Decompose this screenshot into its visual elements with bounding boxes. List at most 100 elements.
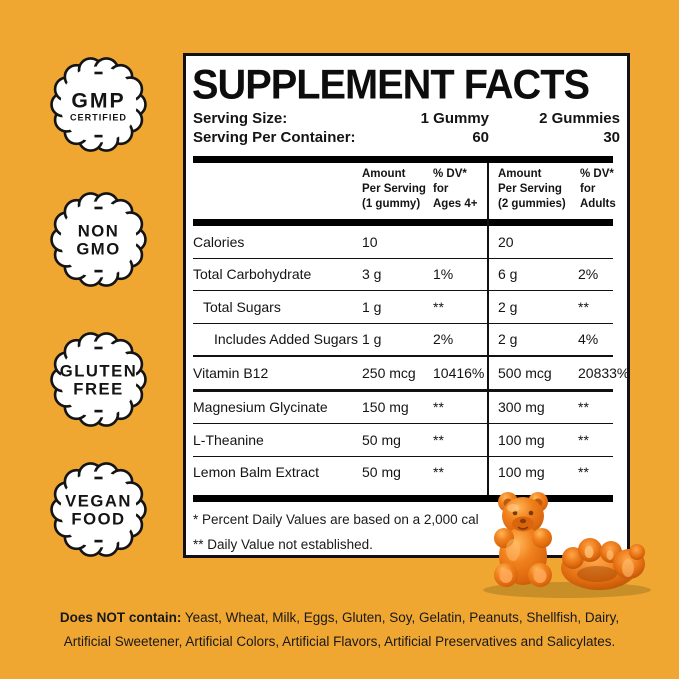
table-row: Calories 10 20 [193, 226, 613, 259]
col4-line3: Adults [580, 198, 616, 210]
supplement-facts-panel: SUPPLEMENT FACTS Serving Size: 1 Gummy 2… [183, 53, 630, 558]
serving-size-row: Serving Size: 1 Gummy 2 Gummies [193, 110, 620, 127]
facts-table: Calories 10 20 Total Carbohydrate 3 g 1%… [193, 226, 629, 489]
row-amount2: 20 [498, 233, 514, 250]
badge-vegan-line2: FOOD [71, 510, 125, 529]
row-name: Includes Added Sugars [214, 331, 358, 348]
disclaimer: Does NOT contain: Yeast, Wheat, Milk, Eg… [18, 606, 661, 654]
row-dv1: ** [433, 464, 444, 481]
thick-rule-header [193, 219, 613, 226]
row-amount2: 100 mg [498, 431, 545, 448]
row-amount2: 2 g [498, 331, 518, 348]
disclaimer-line2: Artificial Sweetener, Artificial Colors,… [63, 634, 616, 649]
standing-gummy-bear [494, 492, 552, 587]
row-name: Vitamin B12 [193, 364, 269, 381]
badge-gluten-line1: GLUTEN [60, 361, 138, 380]
row-name: Total Sugars [203, 298, 281, 315]
servings-col1: 60 [472, 129, 489, 146]
servings-label: Serving Per Container: [193, 129, 356, 146]
thick-rule-top [193, 156, 613, 163]
badge-nongmo-line1: NON [78, 221, 120, 240]
lying-gummy-bear [561, 538, 645, 590]
badge-non-gmo: NON GMO [50, 192, 147, 287]
row-dv2: ** [578, 464, 589, 481]
row-dv2: 2% [578, 266, 599, 283]
badge-gmp-certified: GMP CERTIFIED [50, 57, 147, 152]
row-amount1: 50 mg [362, 431, 401, 448]
panel-title: SUPPLEMENT FACTS [192, 62, 590, 109]
col3-line3: (2 gummies) [498, 198, 566, 210]
row-dv2: ** [578, 298, 589, 315]
row-amount1: 150 mg [362, 399, 409, 416]
column-header-amount-2: Amount Per Serving (2 gummies) [498, 167, 566, 212]
badge-gluten-free: GLUTEN FREE [50, 332, 147, 427]
col1-line3: (1 gummy) [362, 198, 421, 210]
footnote-not-established: ** Daily Value not established. [193, 537, 373, 552]
row-amount1: 1 g [362, 331, 382, 348]
badge-gmp-line2: CERTIFIED [70, 113, 127, 123]
row-amount1: 50 mg [362, 464, 401, 481]
row-amount2: 6 g [498, 266, 518, 283]
footnotes: * Percent Daily Values are based on a 2,… [193, 507, 479, 557]
row-dv2: ** [578, 431, 589, 448]
servings-per-container-row: Serving Per Container: 60 30 [193, 129, 620, 146]
badge-gmp-line1: GMP [71, 90, 125, 113]
col3-line1: Amount [498, 168, 542, 180]
row-dv1: ** [433, 431, 444, 448]
table-row: Total Sugars 1 g ** 2 g ** [193, 291, 613, 324]
table-row: L-Theanine 50 mg ** 100 mg ** [193, 424, 613, 457]
row-amount1: 3 g [362, 266, 382, 283]
footnote-dv: * Percent Daily Values are based on a 2,… [193, 512, 479, 527]
column-header-dv-1: % DV* for Ages 4+ [433, 167, 477, 212]
row-amount2: 100 mg [498, 464, 545, 481]
table-row: Lemon Balm Extract 50 mg ** 100 mg ** [193, 457, 613, 489]
gummy-bears-image [483, 492, 651, 598]
row-name: Total Carbohydrate [193, 266, 312, 283]
col2-line1: % DV* [433, 168, 467, 180]
disclaimer-label: Does NOT contain: [59, 610, 182, 625]
column-headers: Amount Per Serving (1 gummy) % DV* for A… [193, 166, 627, 218]
serving-size-col1: 1 Gummy [420, 110, 489, 127]
col4-line1: % DV* [580, 168, 614, 180]
row-dv1: 1% [433, 266, 454, 283]
table-row: Vitamin B12 250 mcg 10416% 500 mcg 20833… [193, 357, 629, 392]
table-row: Includes Added Sugars 1 g 2% 2 g 4% [193, 324, 613, 357]
row-amount2: 500 mcg [498, 364, 552, 381]
row-dv2: 4% [578, 331, 599, 348]
servings-col2: 30 [603, 129, 620, 146]
row-dv1: 10416% [433, 364, 485, 381]
badge-gluten-line2: FREE [73, 380, 123, 399]
column-header-amount-1: Amount Per Serving (1 gummy) [362, 167, 426, 212]
row-amount2: 2 g [498, 298, 518, 315]
row-amount1: 250 mcg [362, 364, 416, 381]
row-name: L-Theanine [193, 431, 264, 448]
row-amount2: 300 mg [498, 399, 545, 416]
row-name: Lemon Balm Extract [193, 464, 320, 481]
row-dv1: ** [433, 399, 444, 416]
col1-line1: Amount [362, 168, 406, 180]
vertical-divider [487, 163, 489, 502]
serving-size-label: Serving Size: [193, 110, 288, 127]
row-dv2: ** [578, 399, 589, 416]
row-dv2: 20833% [578, 364, 630, 381]
row-dv1: 2% [433, 331, 454, 348]
row-amount1: 10 [362, 233, 378, 250]
col4-line2: for [580, 183, 596, 195]
disclaimer-line1-rest: Yeast, Wheat, Milk, Eggs, Gluten, Soy, G… [181, 610, 620, 625]
row-dv1: ** [433, 298, 444, 315]
row-amount1: 1 g [362, 298, 382, 315]
thick-rule-bottom [193, 495, 613, 502]
table-row: Total Carbohydrate 3 g 1% 6 g 2% [193, 259, 613, 291]
badge-nongmo-line2: GMO [76, 240, 120, 259]
serving-size-col2: 2 Gummies [539, 110, 620, 127]
col2-line3: Ages 4+ [433, 198, 478, 210]
disclaimer-line1: Does NOT contain: Yeast, Wheat, Milk, Eg… [18, 606, 661, 630]
col2-line2: for [433, 183, 449, 195]
row-name: Calories [193, 233, 245, 250]
column-header-dv-2: % DV* for Adults [580, 167, 616, 212]
col3-line2: Per Serving [498, 183, 562, 195]
badge-vegan-food: VEGAN FOOD [50, 462, 147, 557]
row-name: Magnesium Glycinate [193, 399, 328, 416]
col1-line2: Per Serving [362, 183, 426, 195]
badge-vegan-line1: VEGAN [65, 491, 132, 510]
